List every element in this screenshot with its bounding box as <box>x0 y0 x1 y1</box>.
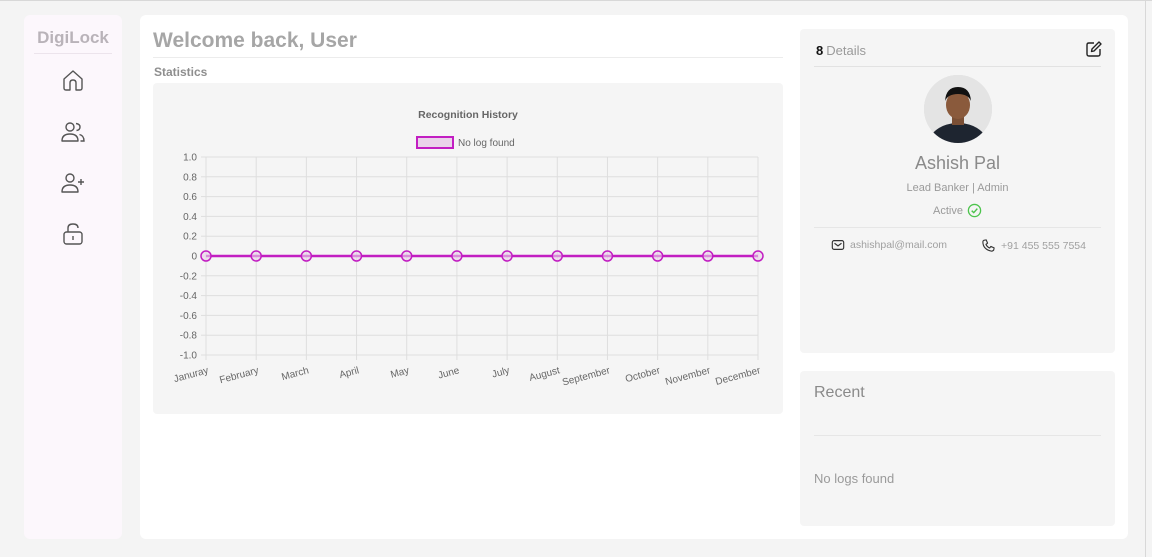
data-point[interactable] <box>200 250 212 262</box>
phone-icon <box>982 239 995 252</box>
recent-empty-message: No logs found <box>814 471 895 486</box>
sidebar-item-users[interactable] <box>60 119 86 145</box>
main-panel: Welcome back, User Statistics Recognitio… <box>140 15 1128 539</box>
recent-card: Recent No logs found <box>800 371 1115 526</box>
recent-title: Recent <box>814 384 865 401</box>
user-plus-icon <box>61 173 84 193</box>
x-tick-label: December <box>714 365 762 388</box>
users-icon <box>61 122 85 142</box>
data-point[interactable] <box>551 250 564 262</box>
x-tick-label: October <box>624 365 662 385</box>
x-tick-label: February <box>218 365 259 386</box>
details-card: 8 Details Ashish Pal Lead Banker | Admin… <box>800 29 1115 353</box>
window-right-edge <box>1145 0 1146 557</box>
lock-icon: 8 <box>816 43 824 58</box>
sidebar-item-add-user[interactable] <box>60 170 86 196</box>
edit-button[interactable] <box>1085 40 1103 58</box>
y-tick-label: 0.8 <box>183 172 197 183</box>
brand-logo: DigiLock <box>37 28 109 47</box>
details-divider <box>814 66 1101 67</box>
phone-text: +91 455 555 7554 <box>1001 239 1086 252</box>
sidebar: DigiLock <box>24 15 122 539</box>
check-circle-icon <box>967 203 982 218</box>
x-tick-label: September <box>561 365 612 388</box>
email-contact[interactable]: ashishpal@mail.com <box>831 238 947 252</box>
contact-divider <box>814 227 1101 228</box>
chart-svg: Recognition History No log found 1.0 0.8 0… <box>173 109 764 389</box>
brand-divider <box>34 53 112 54</box>
data-point[interactable] <box>752 250 764 262</box>
x-tick-label: March <box>280 365 310 383</box>
data-point[interactable] <box>300 250 313 262</box>
x-tick-label: November <box>664 365 712 388</box>
y-tick-label: -0.8 <box>180 331 198 342</box>
profile-role: Lead Banker | Admin <box>906 182 1009 194</box>
profile-name: Ashish Pal <box>914 153 1001 173</box>
data-point[interactable] <box>451 250 463 262</box>
x-tick-label: August <box>528 365 561 384</box>
recent-divider <box>814 435 1101 436</box>
y-tick-label: -1.0 <box>180 351 198 362</box>
x-tick-label: July <box>491 365 511 380</box>
y-tick-label: 0.4 <box>183 212 197 223</box>
x-tick-label: June <box>437 365 461 381</box>
data-point[interactable] <box>350 250 363 262</box>
legend-swatch <box>416 136 454 149</box>
home-icon <box>63 70 83 91</box>
data-point[interactable] <box>601 250 614 262</box>
window-top-edge <box>0 0 1152 1</box>
email-text: ashishpal@mail.com <box>850 239 948 251</box>
details-header: 8 Details <box>816 43 866 58</box>
sidebar-item-home[interactable] <box>60 67 86 93</box>
data-point[interactable] <box>651 250 664 262</box>
status-badge: Active <box>800 203 1115 218</box>
y-tick-label: -0.2 <box>180 271 198 282</box>
y-tick-label: 0.6 <box>183 192 197 203</box>
data-point[interactable] <box>400 250 413 262</box>
phone-contact[interactable]: +91 455 555 7554 <box>981 238 1086 253</box>
unlock-icon <box>63 223 83 245</box>
details-heading: Details <box>826 43 866 58</box>
x-tick-label: Januray <box>173 365 210 385</box>
edit-icon <box>1086 41 1102 57</box>
y-tick-label: 0 <box>191 252 197 263</box>
page-title: Welcome back, User <box>153 29 357 52</box>
avatar <box>924 75 992 143</box>
y-tick-label: -0.4 <box>180 291 198 302</box>
chart-legend[interactable]: No log found <box>416 136 515 149</box>
sidebar-item-unlock[interactable] <box>60 221 86 247</box>
data-point[interactable] <box>501 250 513 262</box>
avatar-photo <box>924 75 992 143</box>
data-point[interactable] <box>250 250 262 262</box>
y-tick-label: -0.6 <box>180 311 198 322</box>
status-label: Active <box>933 204 963 217</box>
mail-icon <box>831 240 845 250</box>
chart-title: Recognition History <box>418 109 518 121</box>
y-tick-label: 1.0 <box>183 153 197 164</box>
title-divider <box>153 57 783 58</box>
y-tick-label: 0.2 <box>183 232 197 243</box>
statistics-label: Statistics <box>154 65 208 79</box>
x-tick-label: April <box>338 365 360 381</box>
data-point[interactable] <box>702 250 714 262</box>
x-tick-label: May <box>389 365 410 381</box>
legend-label: No log found <box>458 138 515 149</box>
recognition-history-chart: Recognition History No log found 1.0 0.8 0… <box>153 83 783 414</box>
